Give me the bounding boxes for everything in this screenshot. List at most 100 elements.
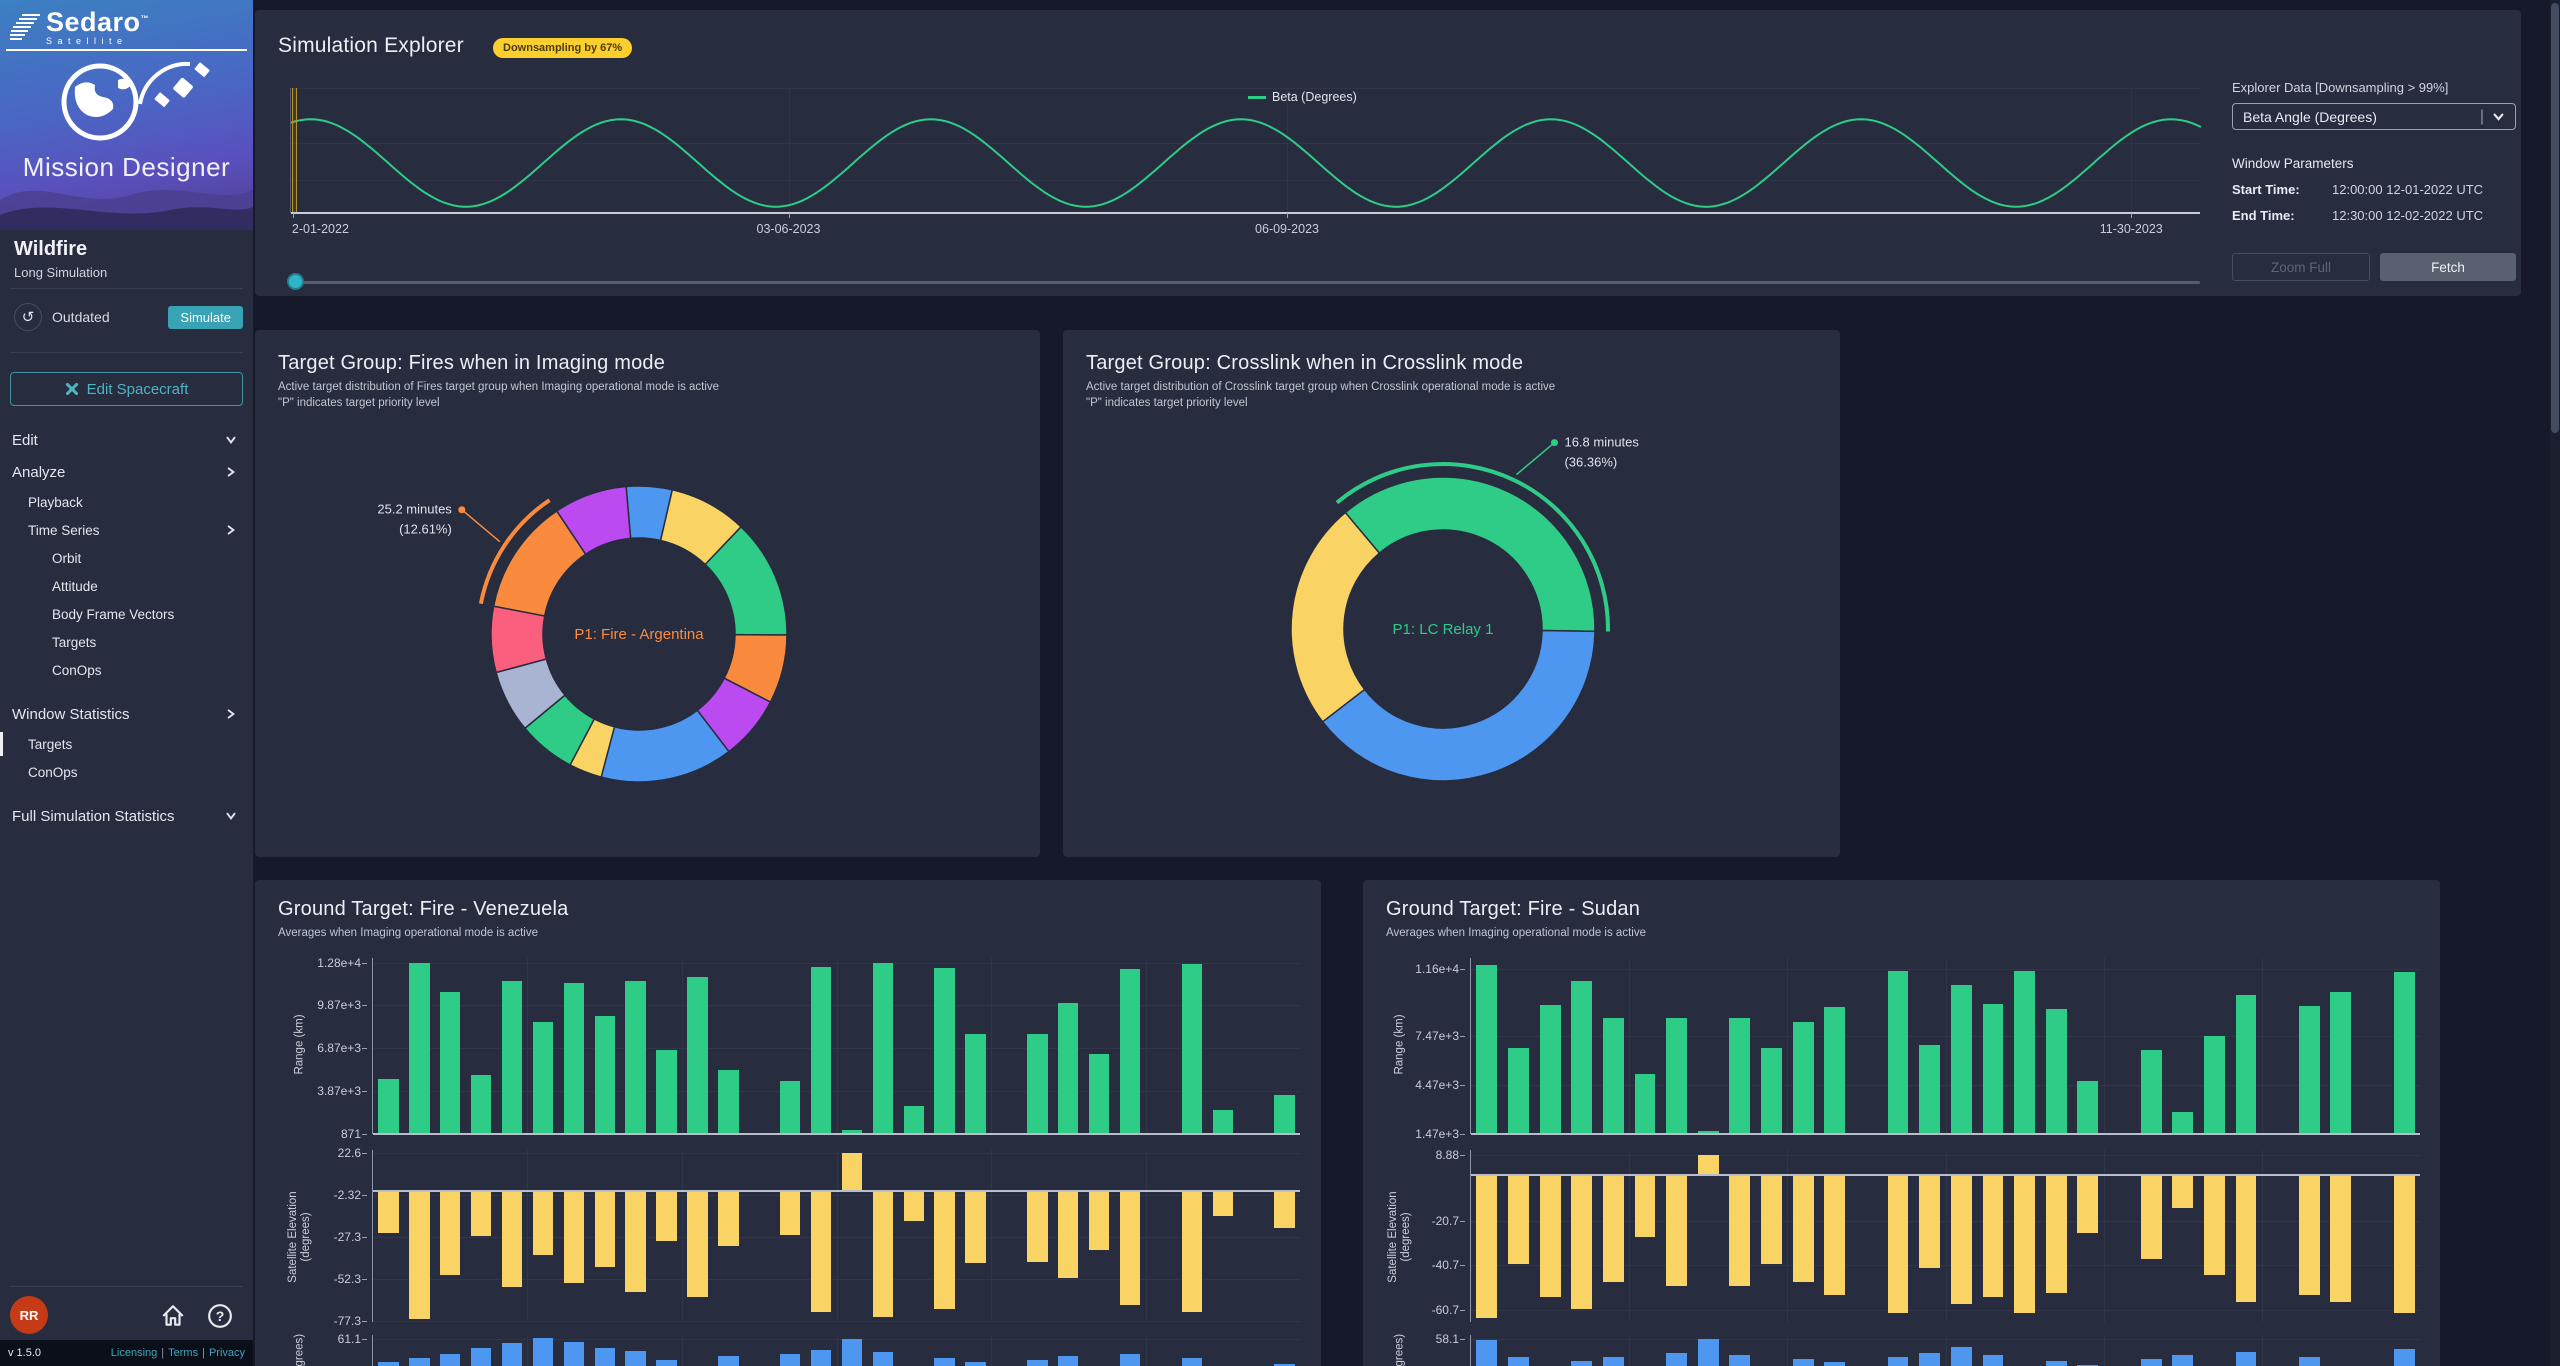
sidebar-item-conops[interactable]: ConOps [0, 758, 253, 786]
x-tick-label: 11-30-2023 [2099, 222, 2163, 236]
status-badge: Outdated [52, 309, 110, 325]
bar [2393, 1174, 2415, 1314]
bar [563, 1191, 585, 1284]
bar [2172, 1355, 2194, 1366]
donut-segment[interactable] [1344, 476, 1596, 633]
scrollbar-thumb[interactable] [2551, 3, 2559, 433]
divider [10, 1286, 243, 1287]
bar [903, 1191, 924, 1222]
crosslink-donut-chart[interactable]: 16.8 minutes (36.36%) P1: LC Relay 1 [1223, 409, 1663, 849]
edit-spacecraft-button[interactable]: Edit Spacecraft [10, 372, 243, 406]
bar [1602, 1357, 1624, 1366]
brand-name: Sedaro™ [46, 7, 150, 37]
sidebar-item-orbit[interactable]: Orbit [0, 544, 253, 572]
bar [1982, 1355, 2004, 1366]
avatar[interactable]: RR [10, 1296, 48, 1334]
bar [656, 1360, 677, 1366]
sidebar-item-label: ConOps [28, 764, 78, 780]
bar [1761, 1174, 1782, 1264]
home-icon[interactable] [160, 1303, 186, 1334]
baseline-axis [373, 1190, 1300, 1193]
sidebar-item-attitude[interactable]: Attitude [0, 572, 253, 600]
sidebar-item-full-simulation-statistics[interactable]: Full Simulation Statistics [0, 800, 253, 832]
help-icon[interactable]: ? [207, 1303, 233, 1334]
sidebar-item-playback[interactable]: Playback [0, 488, 253, 516]
bar [1181, 963, 1203, 1134]
window-marker[interactable] [292, 88, 297, 212]
bar [779, 1353, 801, 1366]
panel-subtitle: Active target distribution of Crosslink … [1086, 381, 1556, 393]
bar [594, 1191, 615, 1267]
y-axis-ticks: 8.88 -20.7 -40.7 -60.7 [1395, 1148, 1466, 1322]
sidebar-item-edit[interactable]: Edit [0, 424, 253, 456]
donut-segment[interactable] [555, 485, 632, 556]
sudan-ground-target-panel: Ground Target: Fire - Sudan Averages whe… [1363, 880, 2440, 1366]
simulate-button[interactable]: Simulate [168, 305, 243, 329]
bar [2077, 1081, 2099, 1134]
bar [718, 1191, 739, 1247]
bar [1181, 1191, 1203, 1312]
bar [965, 1034, 986, 1134]
timeline-slider-handle[interactable] [287, 273, 304, 290]
sidebar-item-analyze[interactable]: Analyze [0, 456, 253, 488]
sedaro-logo[interactable]: Sedaro™ Satellite [10, 6, 149, 46]
timeline-slider-track[interactable] [290, 281, 2200, 284]
sidebar-item-targets[interactable]: Targets [0, 628, 253, 656]
bar [2235, 1352, 2257, 1366]
elevation-bar-chart[interactable] [372, 1150, 1300, 1322]
y-tick-label: 9.87e+3 [317, 998, 367, 1012]
version-bar: v 1.5.0 Licensing | Terms | Privacy [0, 1340, 253, 1366]
bar [934, 1191, 955, 1309]
elevation-bar-chart[interactable] [1470, 1150, 2420, 1322]
explorer-data-select[interactable]: Beta Angle (Degrees) | [2232, 103, 2516, 130]
bar [810, 1191, 832, 1312]
panel-subtitle: "P" indicates target priority level [1086, 397, 1248, 409]
bar [2393, 972, 2415, 1134]
fetch-button[interactable]: Fetch [2380, 253, 2516, 281]
fires-target-group-panel: Target Group: Fires when in Imaging mode… [255, 330, 1040, 857]
callout-label: 25.2 minutes [377, 502, 452, 517]
end-time-label: End Time: [2232, 208, 2295, 223]
baseline-axis [1471, 1173, 2420, 1176]
sidebar-item-conops[interactable]: ConOps [0, 656, 253, 684]
sidebar-item-label: Full Simulation Statistics [12, 807, 175, 825]
bar [687, 1191, 708, 1297]
sun-elevation-bar-chart[interactable] [1470, 1335, 2420, 1366]
bar [2045, 1009, 2067, 1134]
simulation-header: Wildfire Long Simulation [14, 238, 239, 280]
licensing-link[interactable]: Licensing [110, 1347, 158, 1359]
bar [841, 1130, 863, 1134]
bar [1212, 1191, 1233, 1217]
page-title: Simulation Explorer [278, 34, 464, 57]
range-bar-chart[interactable] [1470, 958, 2420, 1135]
zoom-full-button[interactable]: Zoom Full [2232, 253, 2370, 281]
y-axis-ticks: 61.1 [297, 1332, 368, 1366]
donut-segment[interactable] [1321, 629, 1596, 782]
bar [1571, 980, 1593, 1134]
bar [440, 991, 461, 1134]
page-scrollbar[interactable] [2550, 0, 2560, 1366]
sidebar-item-targets[interactable]: Targets [0, 730, 253, 758]
explorer-chart[interactable]: Beta (Degrees) [290, 88, 2202, 218]
bar [594, 1016, 615, 1134]
product-name: Mission Designer [22, 152, 231, 182]
bar [2172, 1111, 2194, 1134]
y-tick-label: 1.47e+3 [1415, 1127, 1465, 1141]
simulation-status-row: ↺ Outdated Simulate [14, 303, 243, 331]
fires-donut-chart[interactable]: 25.2 minutes (12.61%) P1: Fire - Argentina [377, 424, 849, 844]
sun-elevation-bar-chart[interactable] [372, 1335, 1300, 1366]
baseline-axis [1471, 1133, 2420, 1135]
privacy-link[interactable]: Privacy [208, 1347, 245, 1359]
sidebar-item-time-series[interactable]: Time Series [0, 516, 253, 544]
sidebar-item-body-frame-vectors[interactable]: Body Frame Vectors [0, 600, 253, 628]
highlight-arc [478, 498, 551, 605]
bar [501, 1191, 523, 1287]
terms-link[interactable]: Terms [168, 1347, 199, 1359]
donut-segment[interactable] [1290, 511, 1381, 723]
bar [965, 1362, 986, 1366]
range-bar-chart[interactable] [372, 958, 1300, 1135]
venezuela-ground-target-panel: Ground Target: Fire - Venezuela Averages… [255, 880, 1321, 1366]
sidebar-item-label: Edit [12, 431, 38, 449]
bar [2077, 1364, 2099, 1366]
sidebar-item-window-statistics[interactable]: Window Statistics [0, 698, 253, 730]
